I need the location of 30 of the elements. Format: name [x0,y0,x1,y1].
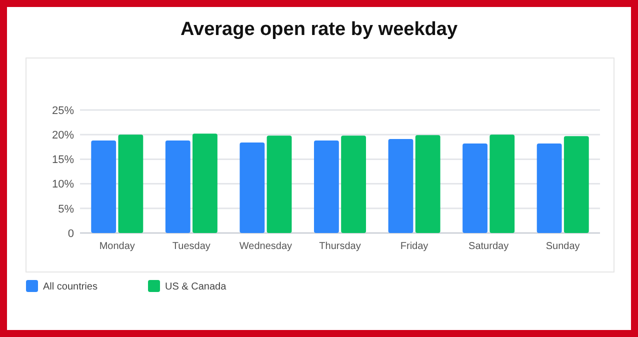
y-tick-label: 20% [52,129,74,142]
bar [536,143,562,233]
y-tick-label: 25% [52,104,74,117]
bar [564,136,589,233]
legend-label: All countries [43,282,98,292]
x-tick-label: Sunday [546,241,580,252]
bar [314,140,339,233]
bar [341,136,366,233]
y-tick-label: 15% [52,154,74,166]
x-tick-label: Saturday [468,241,509,252]
bar [415,135,440,233]
legend-label: US & Canada [165,282,227,292]
bar [266,136,292,233]
y-tick-label: 5% [58,203,74,216]
x-tick-label: Wednesday [239,241,292,252]
x-tick-label: Thursday [319,241,361,252]
bar [118,134,144,233]
bar [165,140,190,233]
y-tick-label: 0 [68,228,74,240]
bar [91,140,116,233]
x-tick-label: Monday [99,241,135,252]
bar [240,142,265,233]
x-tick-label: Friday [400,241,428,252]
x-tick-label: Tuesday [172,241,210,252]
bar [490,134,515,233]
bar [388,139,414,233]
chart-title: Average open rate by weekday [180,19,458,40]
bar [462,143,488,233]
bar [192,134,218,233]
y-tick-label: 10% [52,178,74,191]
